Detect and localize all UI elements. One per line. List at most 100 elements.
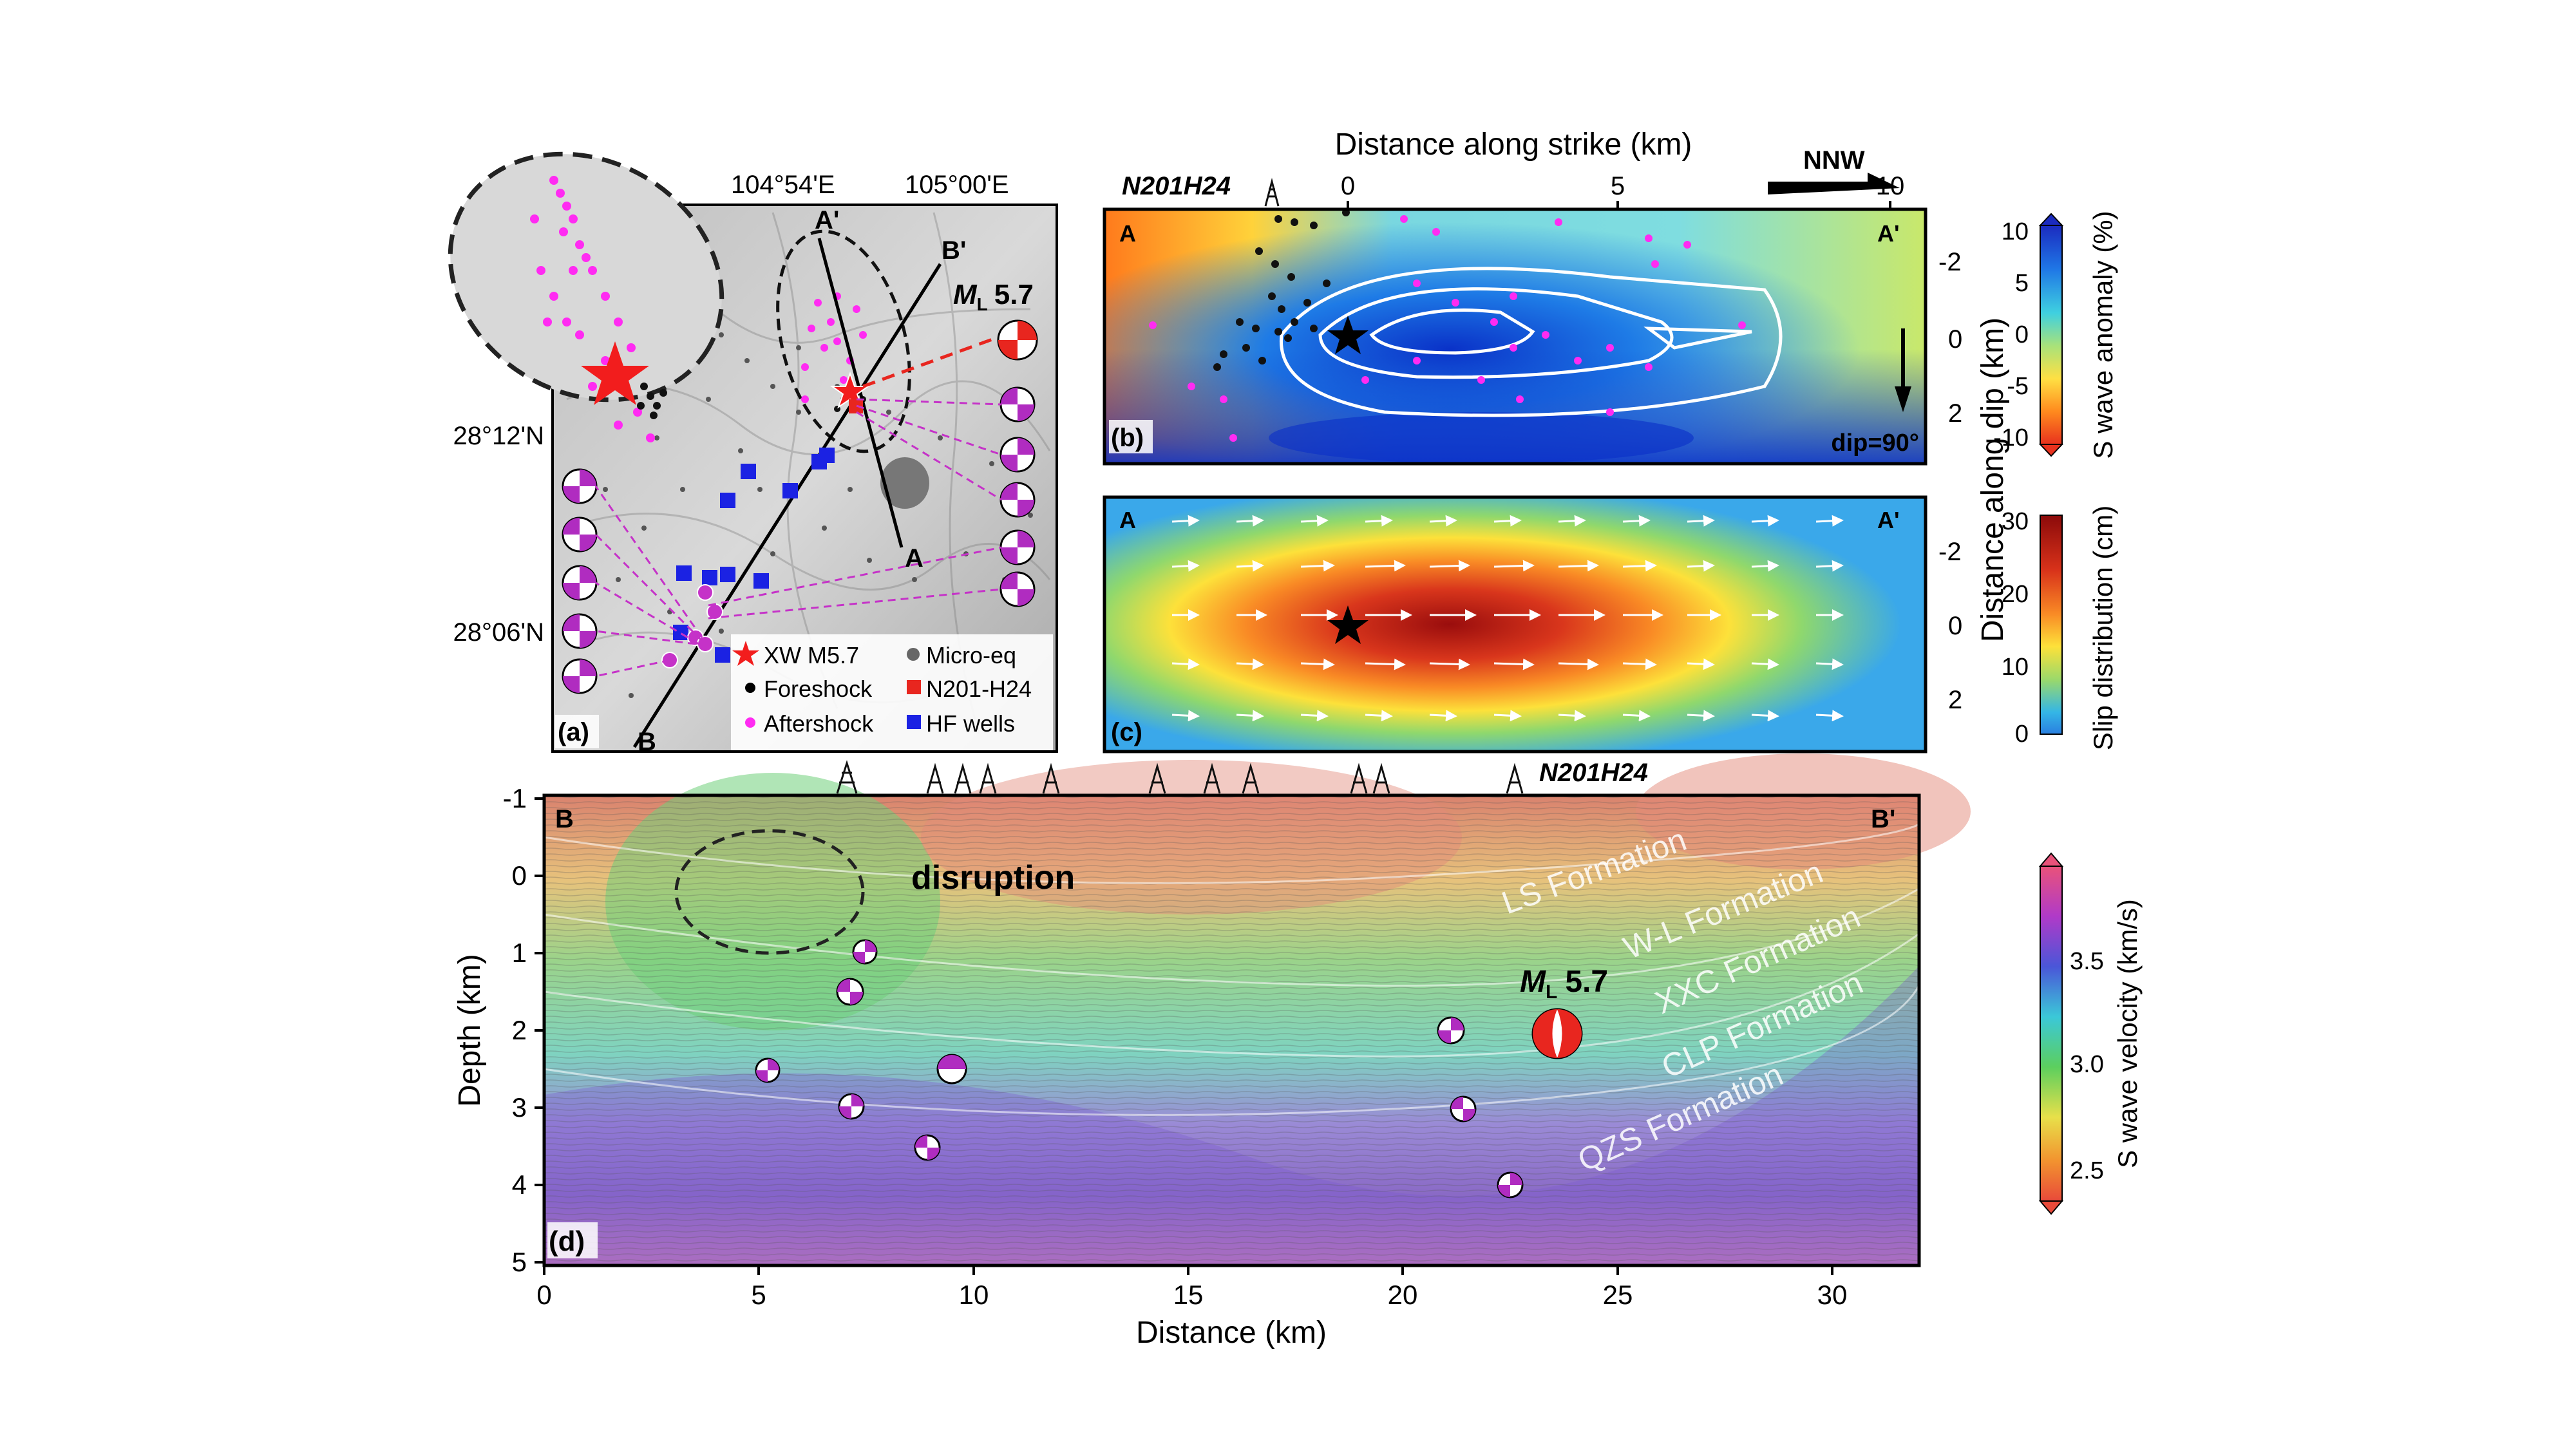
x-tick-15: 15 <box>1173 1280 1204 1310</box>
cb-c-tick-4: 0 <box>2015 721 2029 748</box>
hf-wells <box>673 448 835 663</box>
cb-b-tick-4: -5 <box>2007 373 2029 400</box>
x-tick-20: 20 <box>1388 1280 1418 1310</box>
inset-foreshocks <box>637 383 667 419</box>
panel-d: disruption LS Formation W-L Formation XX… <box>453 753 1971 1350</box>
section-magnitude-label: ML 5.7 <box>1520 965 1608 1003</box>
profile-label-a: A <box>905 544 923 573</box>
legend-label-2: Micro-eq <box>926 642 1016 668</box>
well-n201-h24-square <box>849 399 863 413</box>
panel-b-foreshocks <box>1213 209 1350 371</box>
cb-b-label: S wave anomaly (%) <box>2088 211 2118 459</box>
y-tick-5: 5 <box>512 1247 527 1277</box>
seismic-reflections <box>544 795 1919 1265</box>
formation-horizons <box>544 823 1920 1116</box>
direction-label: NNW <box>1803 146 1865 175</box>
panel-b-letter: (b) <box>1111 424 1144 452</box>
cb-d-label: S wave velocity (km/s) <box>2112 899 2143 1168</box>
cb-c-label: Slip distribution (cm) <box>2088 506 2118 750</box>
panel-c-hypocenter-star <box>1327 605 1368 644</box>
y-tick-3: 3 <box>512 1092 527 1122</box>
x-tick-25: 25 <box>1603 1280 1633 1310</box>
legend-label-5: Aftershock <box>764 710 874 737</box>
profile-label-b: B <box>638 728 656 756</box>
strike-axis-label: Distance along strike (km) <box>1335 128 1692 162</box>
slip-contours <box>1279 267 1783 417</box>
x-tick-0: 0 <box>536 1280 551 1310</box>
direction-arrow <box>1768 173 1900 194</box>
panel-d-letter: (d) <box>549 1226 585 1257</box>
y-tick-2: 2 <box>512 1015 527 1045</box>
legend-label-6: HF wells <box>926 710 1015 737</box>
cb-d-tick-3: 2.5 <box>2070 1157 2104 1184</box>
profile-line-b <box>632 263 942 748</box>
legend-label-3: Foreshock <box>764 676 873 702</box>
y-tick-neg1: -1 <box>503 783 527 813</box>
inset-aftershocks <box>530 176 655 442</box>
panel-c-dip-tick-0: 0 <box>1948 612 1962 640</box>
strike-tick-5: 5 <box>1611 172 1625 200</box>
legend-micro-eq-icon <box>907 648 920 661</box>
legend-label-4: N201-H24 <box>926 676 1032 702</box>
section-well-icons <box>836 760 1524 794</box>
strike-tick-0: 0 <box>1341 172 1355 200</box>
panel-b-aftershocks <box>1149 215 1746 442</box>
legend-label-1: XW M5.7 <box>764 642 859 668</box>
section-well-name: N201H24 <box>1539 759 1648 787</box>
panel-d-corner-b-prime: B' <box>1871 805 1895 833</box>
colorbar-c: 30 20 10 0 Slip distribution (cm) <box>2002 506 2118 750</box>
x-axis-label: Distance (km) <box>1136 1316 1327 1350</box>
slip-vectors <box>1171 515 1844 722</box>
panel-c-corner-a-prime: A' <box>1877 507 1900 533</box>
section-focal-mechanisms <box>755 939 1583 1198</box>
inset-mainshock-star <box>581 341 649 405</box>
panel-b-corner-a-prime: A' <box>1877 220 1900 247</box>
cb-d-tick-1: 3.5 <box>2070 948 2104 975</box>
panel-b-corner-a: A <box>1119 220 1136 247</box>
cb-c-tick-2: 20 <box>2002 581 2029 608</box>
colorbar-d: 3.5 3.0 2.5 S wave velocity (km/s) <box>2038 852 2143 1215</box>
cb-b-tick-3: 0 <box>2015 321 2029 348</box>
disruption-label: disruption <box>911 859 1075 896</box>
panel-b-dip-tick-2: 2 <box>1948 399 1962 428</box>
y-tick-0: 0 <box>512 860 527 891</box>
disruption-ellipse <box>674 829 865 955</box>
panel-c-dip-tick-2: 2 <box>1948 686 1962 714</box>
aftershocks <box>801 292 867 403</box>
panel-b-dip-tick-neg2: -2 <box>1938 248 1962 276</box>
panel-d-corner-b: B <box>555 805 574 833</box>
panel-a-letter: (a) <box>558 718 589 746</box>
southern-events <box>661 584 723 668</box>
cb-b-tick-1: 10 <box>2002 218 2029 245</box>
legend-well-icon <box>907 680 921 694</box>
profile-label-a-prime: A' <box>815 206 839 234</box>
cb-d-tick-2: 3.0 <box>2070 1051 2104 1078</box>
map-legend: XW M5.7 Micro-eq Foreshock N201-H24 Afte… <box>731 634 1053 750</box>
y-axis-label: Depth (km) <box>453 954 487 1106</box>
strike-ticks <box>1347 201 1891 209</box>
panel-b-frame <box>1103 207 1927 466</box>
lon-tick-1: 104°54'E <box>731 171 835 199</box>
mainshock-mechanism-leader <box>862 333 1005 388</box>
panel-c-corner-a: A <box>1119 507 1136 533</box>
panel-b-well-icon <box>1264 178 1280 207</box>
zoom-inset-ellipse <box>448 151 724 402</box>
cb-b-tick-5: -10 <box>1993 424 2029 451</box>
dip-label: dip=90° <box>1831 430 1919 457</box>
map-magnitude-label: ML 5.7 <box>953 279 1034 314</box>
legend-mainshock-icon <box>732 641 759 666</box>
panel-b-hypocenter-star <box>1327 316 1368 354</box>
panel-d-ticks <box>535 797 1833 1275</box>
panel-b-dip-tick-0: 0 <box>1948 325 1962 354</box>
y-tick-4: 4 <box>512 1170 527 1200</box>
legend-hf-wells-icon <box>907 715 921 729</box>
mechanism-leaders <box>594 398 1002 677</box>
panel-b: A A' (b) dip=90° Distance along strike (… <box>1103 128 1962 466</box>
panel-c-dip-tick-neg2: -2 <box>1938 538 1962 566</box>
panel-c-letter: (c) <box>1111 718 1142 746</box>
lon-tick-2: 105°00'E <box>905 171 1009 199</box>
panel-a-map: A' A B' B <box>448 151 1058 756</box>
dip-axis-label: Distance along dip (km) <box>1976 317 2010 642</box>
panel-c-frame <box>1103 495 1927 753</box>
